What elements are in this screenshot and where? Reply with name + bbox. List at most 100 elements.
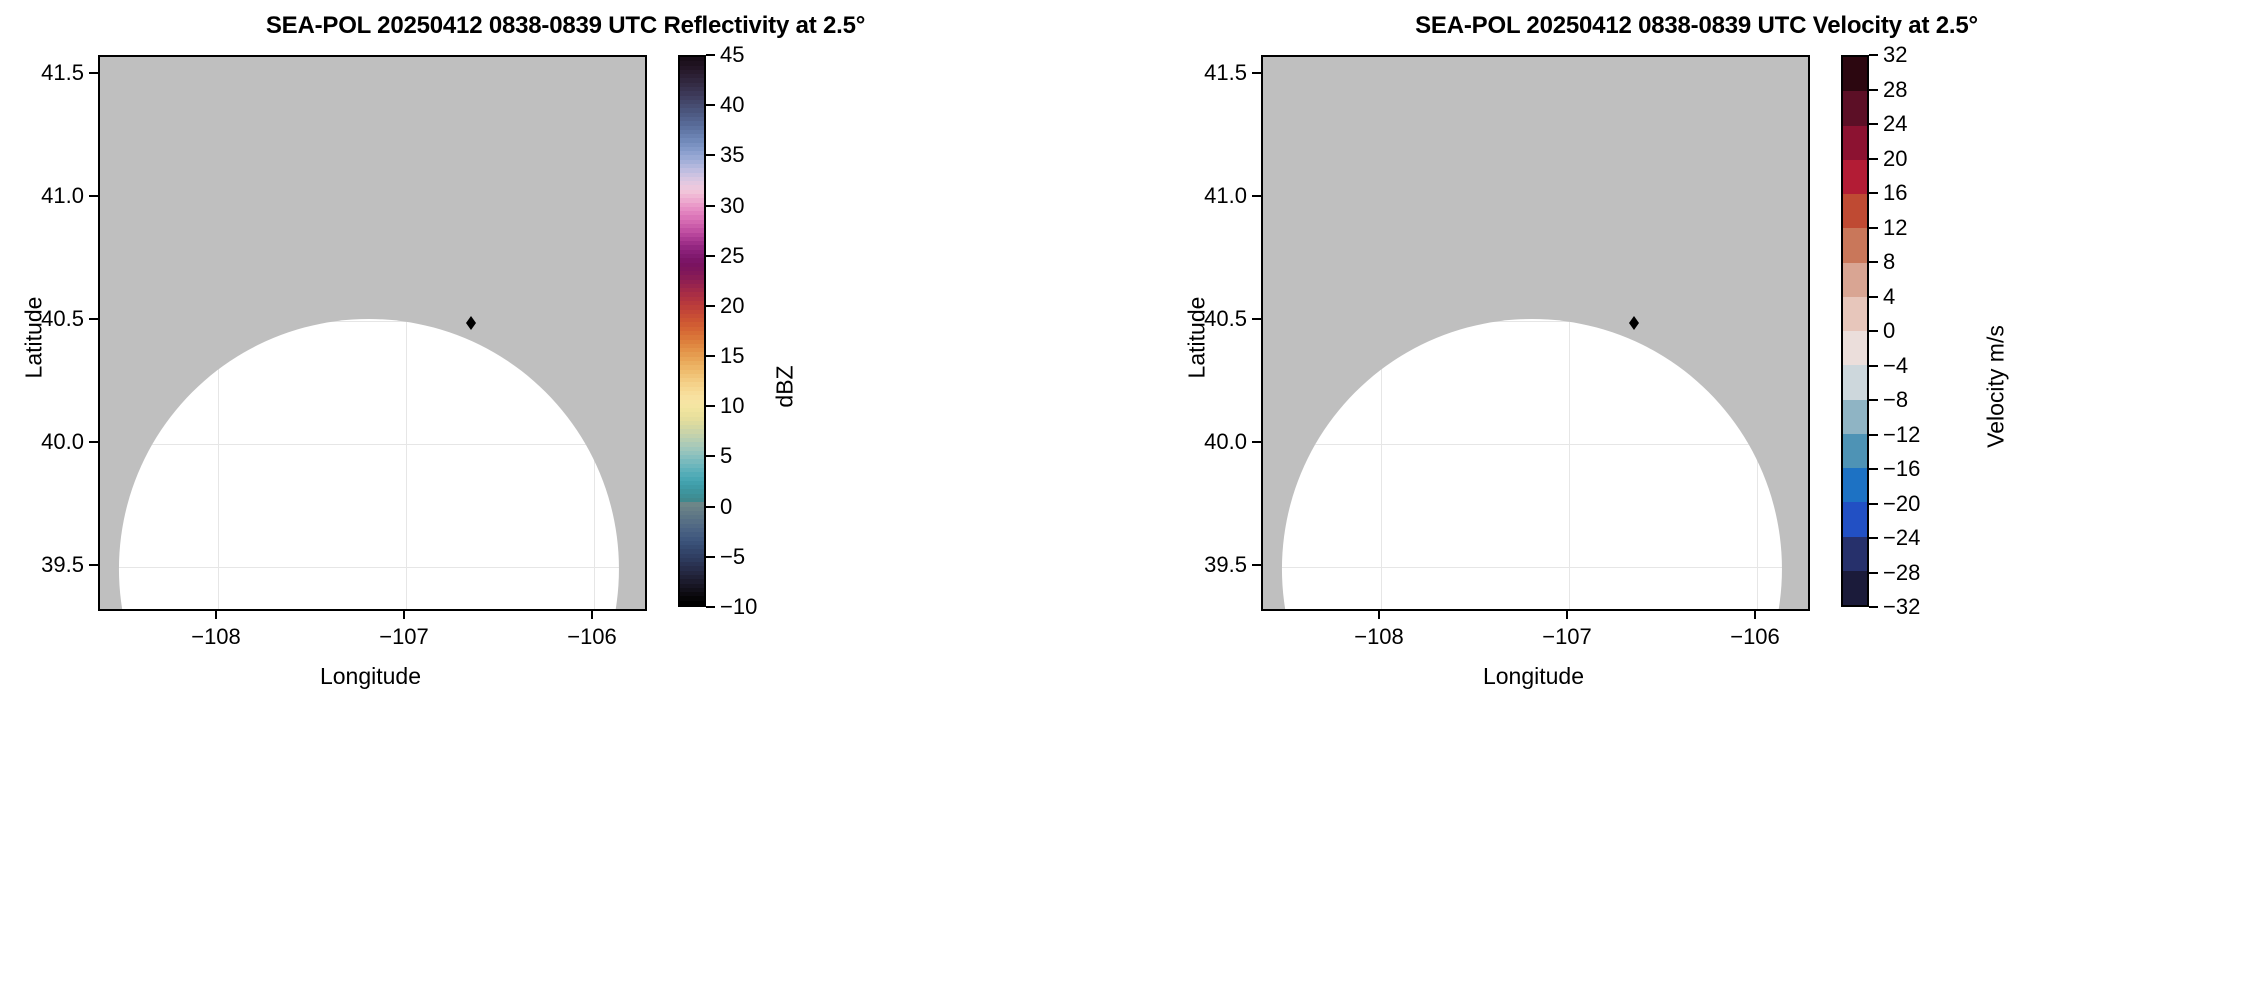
colorbar-segment <box>680 433 704 439</box>
colorbar-tick-mark <box>1869 502 1878 505</box>
colorbar-segment <box>680 343 704 349</box>
colorbar-tick-label: −4 <box>1883 352 1909 378</box>
colorbar-segment <box>680 168 704 173</box>
colorbar-title: dBZ <box>771 365 798 408</box>
colorbar-segment <box>680 232 704 237</box>
colorbar-gradient <box>1841 55 1869 607</box>
colorbar-segment <box>680 228 704 233</box>
map-plot-reflectivity[interactable] <box>98 55 647 611</box>
xtick-label: −106 <box>567 624 617 649</box>
ytick-label: 41.0 <box>1204 183 1247 208</box>
colorbar-segment <box>680 104 704 109</box>
colorbar-tick-mark <box>1869 468 1878 470</box>
colorbar-segment <box>680 596 704 601</box>
colorbar-segment <box>680 86 704 92</box>
colorbar-tick-mark <box>706 304 715 307</box>
colorbar-tick-mark <box>706 355 715 358</box>
y-axis-title: Latitude <box>20 296 47 379</box>
colorbar-segment <box>680 412 704 417</box>
colorbar-segment <box>680 181 704 186</box>
colorbar-segment <box>680 545 704 550</box>
colorbar-segment <box>1843 91 1867 126</box>
ytick-mark <box>1252 564 1261 566</box>
colorbar-tick-label: 0 <box>1883 318 1896 343</box>
colorbar-tick-label: 20 <box>1883 145 1908 171</box>
x-axis-title: Longitude <box>319 663 422 689</box>
colorbar-segment <box>680 271 704 276</box>
colorbar-segment <box>680 219 704 224</box>
panel-title-velocity: SEA-POL 20250412 0838-0839 UTC Velocity … <box>1415 12 1978 39</box>
colorbar-segment <box>680 369 704 374</box>
colorbar-segment <box>680 211 704 216</box>
colorbar-segment <box>680 305 704 310</box>
colorbar-segment <box>680 99 704 105</box>
radar-site-marker <box>466 316 476 330</box>
colorbar-segment <box>680 241 704 246</box>
colorbar-segment <box>680 390 704 396</box>
colorbar-segment <box>680 472 704 477</box>
colorbar-segment <box>680 570 704 576</box>
colorbar-segment <box>680 318 704 323</box>
colorbar-tick-mark <box>1869 295 1878 298</box>
ytick-mark <box>1252 441 1261 443</box>
colorbar-segment <box>680 138 704 143</box>
colorbar-tick-mark <box>706 54 715 56</box>
colorbar-segment <box>680 425 704 430</box>
colorbar-tick-label: 35 <box>720 142 745 168</box>
colorbar-segment <box>680 562 704 567</box>
colorbar-segment <box>680 198 704 203</box>
colorbar-tick-label: −10 <box>720 594 758 619</box>
colorbar-segment <box>680 335 704 340</box>
colorbar-tick-mark <box>1869 364 1878 367</box>
colorbar-segment <box>680 129 704 135</box>
colorbar-segment <box>680 416 704 421</box>
ytick-label: 40.5 <box>1204 306 1247 331</box>
colorbar-segment <box>1843 502 1867 537</box>
ytick-mark <box>1252 72 1261 74</box>
colorbar-tick-mark <box>1869 433 1878 436</box>
colorbar-tick-mark <box>1869 571 1878 574</box>
ytick-label: 40.5 <box>41 306 84 331</box>
map-plot-velocity[interactable] <box>1261 55 1810 611</box>
colorbar-segment <box>680 348 704 353</box>
ytick-label: 41.5 <box>41 60 84 85</box>
colorbar-segment <box>1843 468 1867 503</box>
colorbar-tick-mark <box>1869 54 1878 56</box>
colorbar-segment <box>680 540 704 546</box>
colorbar-segment <box>680 566 704 571</box>
colorbar-segment <box>680 202 704 207</box>
colorbar-segment <box>1843 536 1867 571</box>
colorbar-segment <box>680 450 704 456</box>
colorbar-tick-mark <box>1869 157 1878 160</box>
colorbar-segment <box>680 91 704 96</box>
panel-velocity: SEA-POL 20250412 0838-0839 UTC Velocity … <box>1131 0 2262 990</box>
colorbar-segment <box>1843 399 1867 434</box>
colorbar-segment <box>1843 433 1867 468</box>
colorbar-segment <box>680 515 704 520</box>
colorbar-tick-label: 25 <box>720 242 745 268</box>
colorbar-segment <box>680 365 704 370</box>
ytick-label: 41.5 <box>1204 60 1247 85</box>
ytick-mark <box>89 441 98 443</box>
colorbar-segment <box>680 292 704 297</box>
colorbar-segment <box>1843 125 1867 160</box>
colorbar-segment <box>680 176 704 182</box>
colorbar-tick-mark <box>1869 399 1878 401</box>
colorbar-segment <box>1843 296 1867 331</box>
colorbar-segment <box>680 480 704 486</box>
colorbar-segment <box>1843 57 1867 92</box>
colorbar-segment <box>1843 262 1867 297</box>
colorbar-segment <box>680 313 704 319</box>
colorbar-segment <box>680 382 704 387</box>
colorbar-segment <box>680 468 704 473</box>
colorbar-segment <box>680 134 704 139</box>
colorbar-tick-label: 24 <box>1883 111 1908 136</box>
colorbar-tick-mark <box>1869 537 1878 539</box>
colorbar-segment <box>1843 228 1867 263</box>
colorbar-tick-mark <box>1869 606 1878 608</box>
colorbar-segment <box>680 600 704 605</box>
xtick-label: −107 <box>1542 624 1592 649</box>
colorbar-segment <box>680 373 704 379</box>
no-data-mask <box>1263 57 1808 609</box>
colorbar-segment <box>680 249 704 254</box>
